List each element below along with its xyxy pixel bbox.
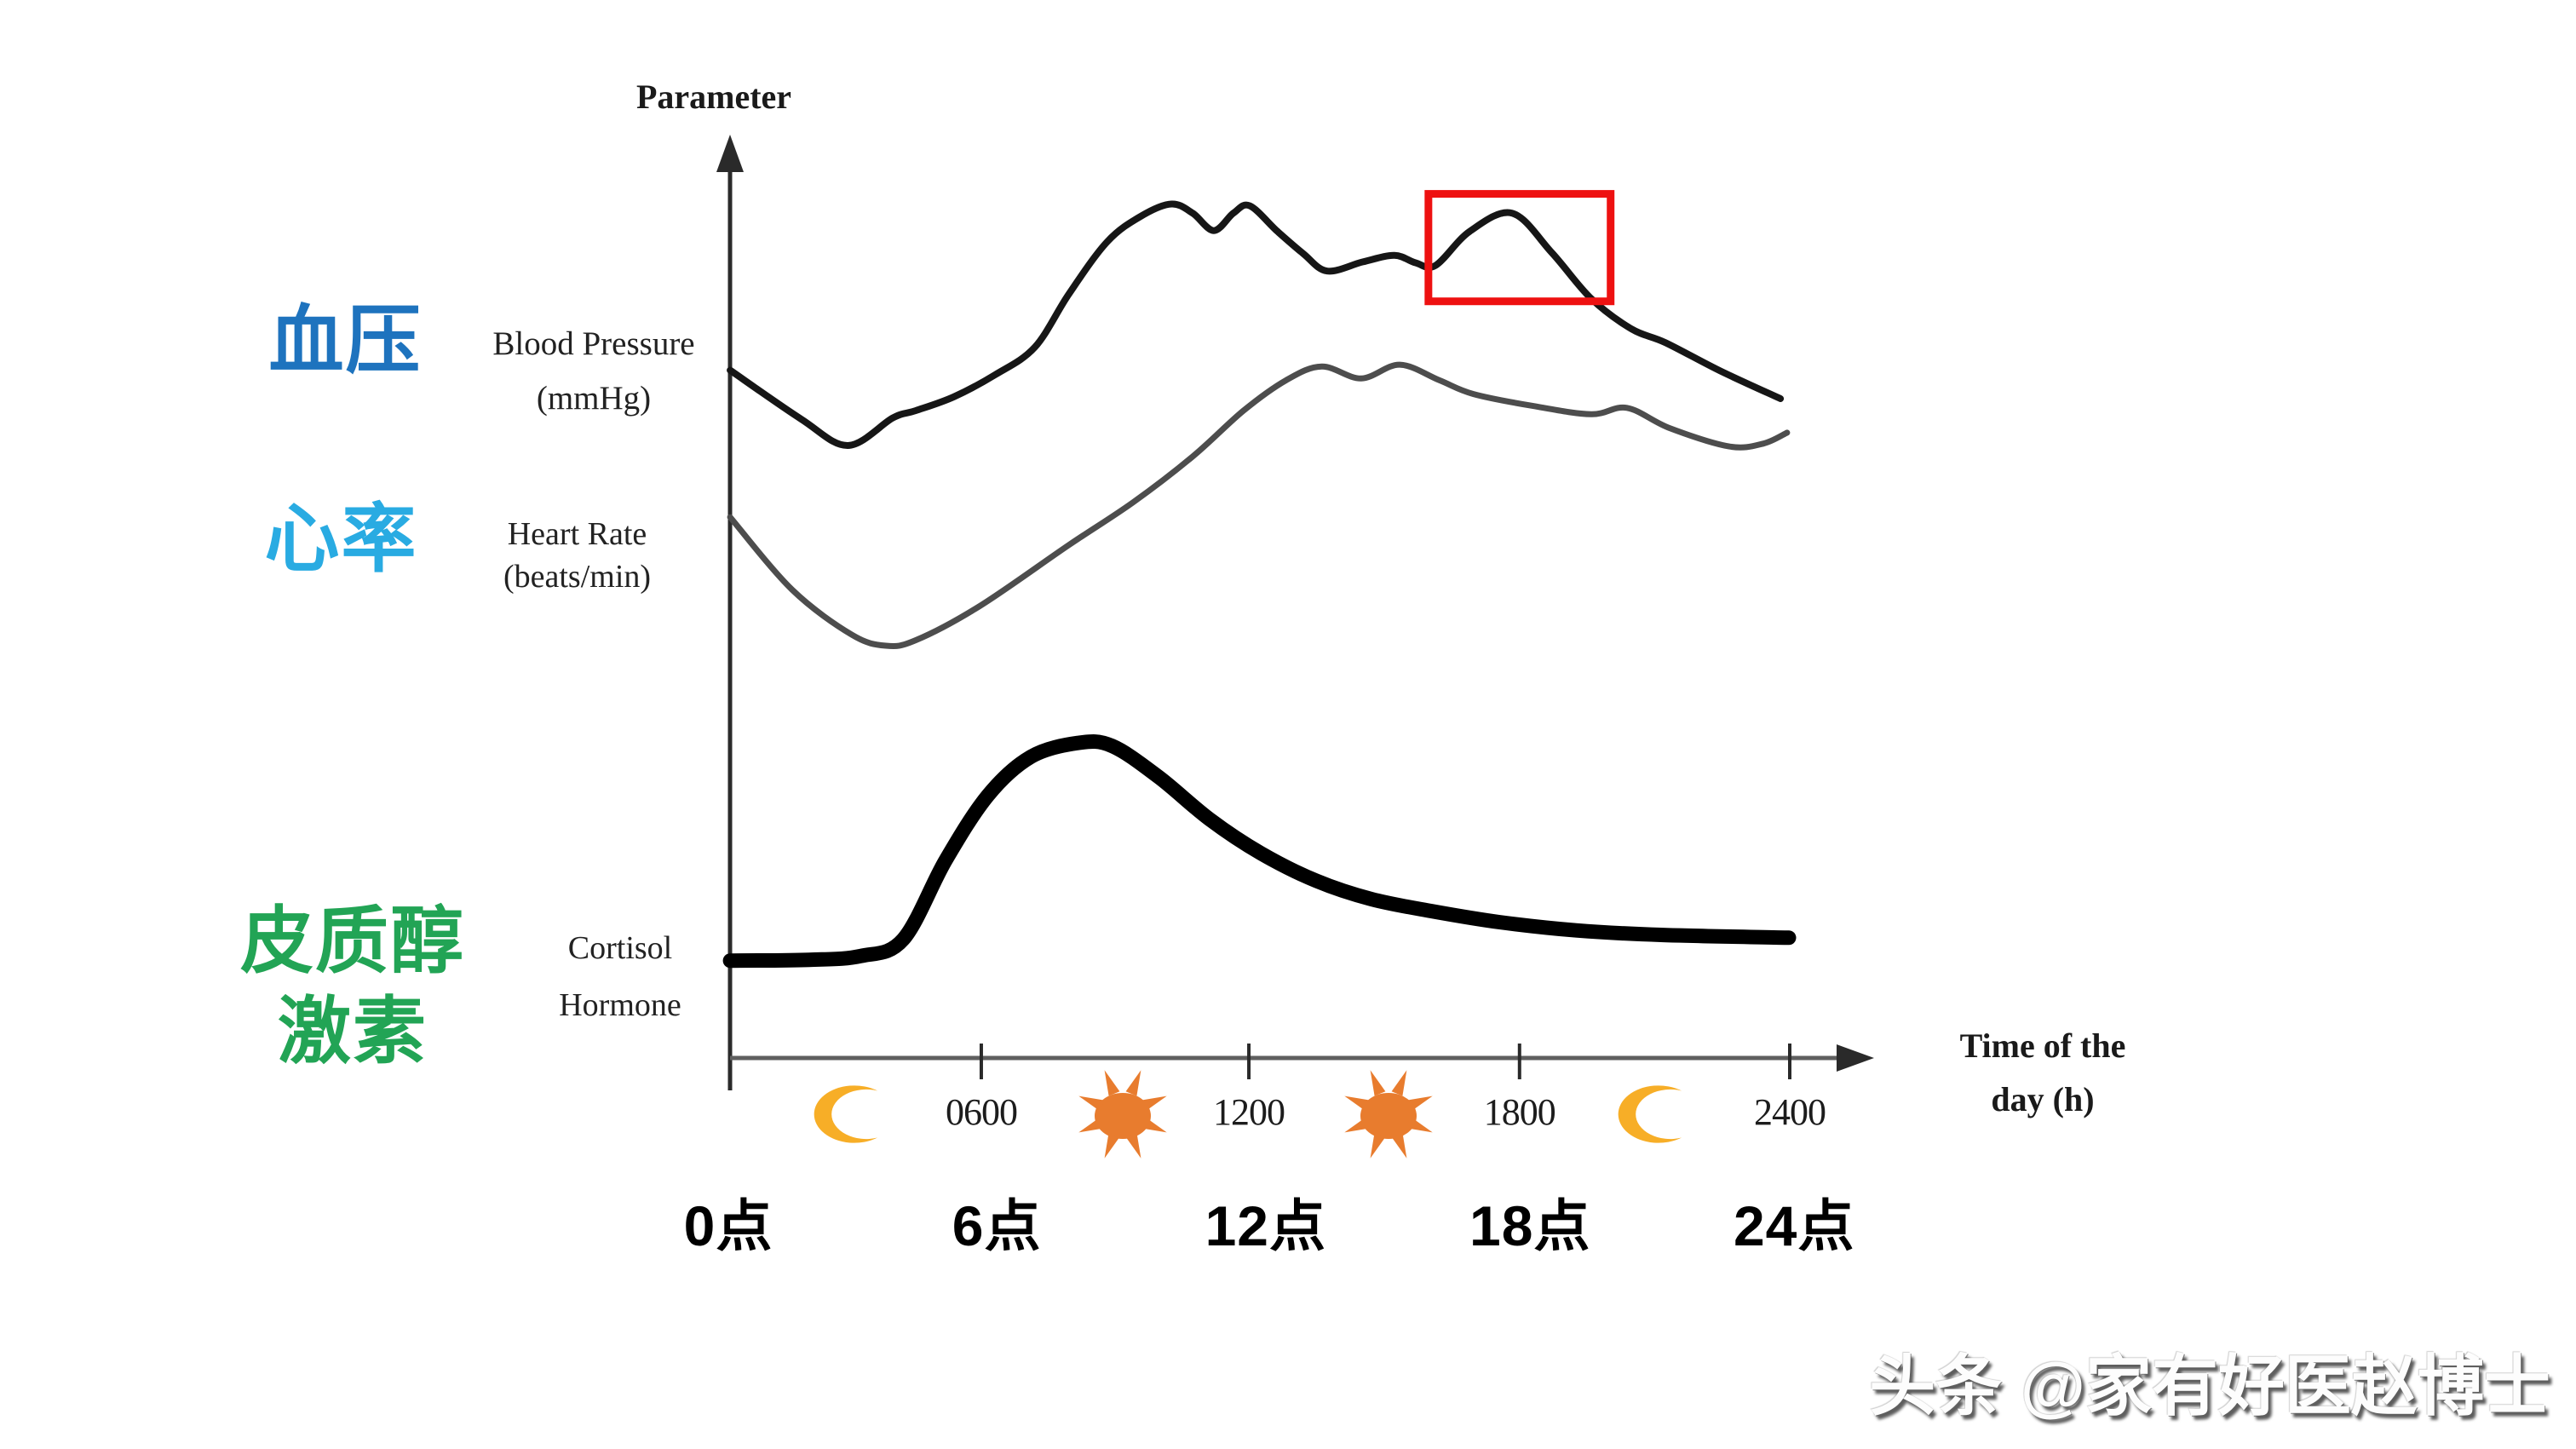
sun-icon	[1344, 1070, 1433, 1159]
hour-label: 12点	[1205, 1194, 1326, 1257]
heart-rate-en-line1: Heart Rate	[507, 516, 647, 552]
x-axis-title-line2: day (h)	[1991, 1080, 2095, 1118]
cortisol-en-label: Cortisol Hormone	[514, 920, 727, 1034]
blood-pressure-curve	[727, 200, 1785, 450]
blood-pressure-en-label: Blood Pressure (mmHg)	[471, 317, 716, 426]
cortisol-en-line1: Cortisol	[567, 930, 673, 966]
x-axis-arrowhead	[1837, 1044, 1874, 1072]
tick-label: 1200	[1213, 1091, 1285, 1133]
y-axis-arrowhead	[716, 135, 744, 172]
cortisol-en-line2: Hormone	[559, 987, 681, 1023]
heart-rate-en-label: Heart Rate (beats/min)	[464, 513, 690, 598]
hour-label: 18点	[1469, 1194, 1591, 1257]
cortisol-cn-line2: 激素	[278, 991, 428, 1072]
hour-label: 0点	[683, 1194, 773, 1257]
watermark: 头条 @家有好医赵博士	[1869, 1348, 2550, 1423]
blood-pressure-cn-label: 血压	[268, 298, 423, 382]
cortisol-cn-line1: 皮质醇	[240, 900, 465, 982]
cortisol-curve	[722, 734, 1797, 969]
cortisol-cn-label: 皮质醇 激素	[237, 896, 469, 1077]
hour-label: 24点	[1733, 1194, 1855, 1257]
y-axis-title: Parameter	[635, 78, 792, 116]
blood-pressure-en-line1: Blood Pressure	[492, 325, 695, 362]
hour-label: 6点	[952, 1194, 1042, 1257]
heart-rate-curve	[727, 361, 1791, 650]
tick-label: 0600	[945, 1091, 1018, 1133]
x-axis-title-line1: Time of the	[1959, 1026, 2126, 1065]
blood-pressure-unit: (mmHg)	[536, 380, 652, 417]
heart-rate-cn-label: 心率	[264, 497, 418, 581]
axes	[716, 135, 1874, 1090]
tick-label: 2400	[1754, 1091, 1826, 1133]
sun-icon	[1078, 1070, 1167, 1159]
tick-label: 1800	[1483, 1091, 1556, 1133]
curves	[722, 200, 1797, 969]
moon-icon	[1618, 1085, 1682, 1143]
heart-rate-unit: (beats/min)	[503, 559, 652, 595]
highlight-box	[1424, 190, 1615, 306]
annotations	[1424, 190, 1615, 306]
x-axis-title: Time of the day (h)	[1911, 1019, 2175, 1126]
moon-icon	[814, 1085, 878, 1143]
axis-ticks	[979, 1044, 1791, 1079]
